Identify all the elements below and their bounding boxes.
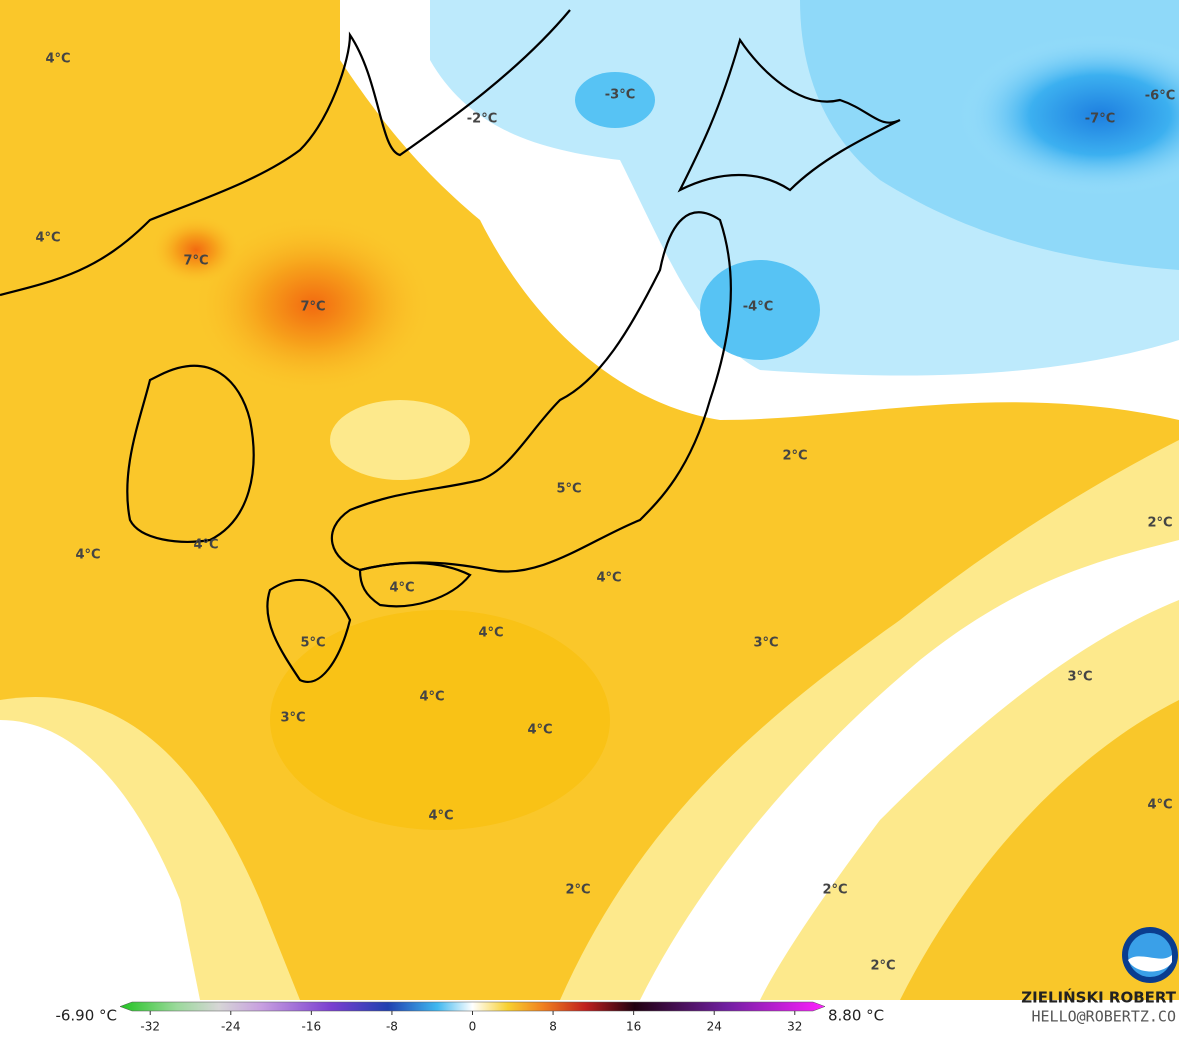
- temperature-label: 4°C: [428, 809, 453, 824]
- colorbar: -32 -24 -16 -8 0 8 16 24 32: [119, 1001, 826, 1034]
- temperature-label: 4°C: [1147, 798, 1172, 813]
- temperature-label: 5°C: [556, 482, 581, 497]
- temperature-label: -3°C: [605, 88, 635, 103]
- temperature-label: 4°C: [478, 626, 503, 641]
- temperature-label: 4°C: [75, 548, 100, 563]
- temperature-label: 4°C: [35, 231, 60, 246]
- colorbar-tick-label: 24: [707, 1020, 722, 1034]
- temperature-label: 2°C: [822, 883, 847, 898]
- temperature-label: 4°C: [389, 581, 414, 596]
- temperature-label: 2°C: [870, 959, 895, 974]
- temperature-label: 4°C: [527, 723, 552, 738]
- credit-name: ZIELIŃSKI ROBERT: [1021, 988, 1176, 1007]
- temperature-label: 4°C: [193, 538, 218, 553]
- temperature-labels: 4°C 4°C 7°C 7°C -2°C -3°C -7°C -6°C -4°C 2°C 2°C 5°…: [35, 52, 1175, 974]
- colorbar-tick-label: -24: [221, 1020, 241, 1034]
- temperature-label: 4°C: [419, 690, 444, 705]
- temperature-label: -4°C: [743, 300, 773, 315]
- temperature-label: 2°C: [782, 449, 807, 464]
- temperature-label: 2°C: [565, 883, 590, 898]
- colorbar-tick-label: 32: [787, 1020, 802, 1034]
- temperature-label: 3°C: [753, 636, 778, 651]
- colorbar-tick-label: -32: [140, 1020, 160, 1034]
- temperature-label: -7°C: [1085, 112, 1115, 127]
- temperature-label: 4°C: [596, 571, 621, 586]
- colorbar-max-label: 8.80 °C: [828, 1007, 884, 1025]
- colorbar-min-label: -6.90 °C: [55, 1007, 117, 1025]
- temperature-label: 5°C: [300, 636, 325, 651]
- map-background: [0, 0, 1179, 1000]
- temperature-label: 7°C: [183, 254, 208, 269]
- colorbar-tick-label: -8: [386, 1020, 398, 1034]
- colorbar-ramp: [119, 1001, 826, 1012]
- temperature-label: 3°C: [280, 711, 305, 726]
- colorbar-tick-label: 16: [626, 1020, 641, 1034]
- colorbar-tick-label: 8: [549, 1020, 557, 1034]
- temperature-label: -2°C: [467, 112, 497, 127]
- temperature-label: 2°C: [1147, 516, 1172, 531]
- temperature-label: -6°C: [1145, 89, 1175, 104]
- credit-contact: HELLO@ROBERTZ.CO: [1032, 1008, 1177, 1026]
- temperature-label: 7°C: [300, 300, 325, 315]
- colorbar-tick-label: -16: [302, 1020, 322, 1034]
- temperature-label: 4°C: [45, 52, 70, 67]
- temperature-label: 3°C: [1067, 670, 1092, 685]
- noaa-logo: [1122, 927, 1178, 983]
- coastline: [0, 9, 901, 683]
- colorbar-tick-label: 0: [469, 1020, 477, 1034]
